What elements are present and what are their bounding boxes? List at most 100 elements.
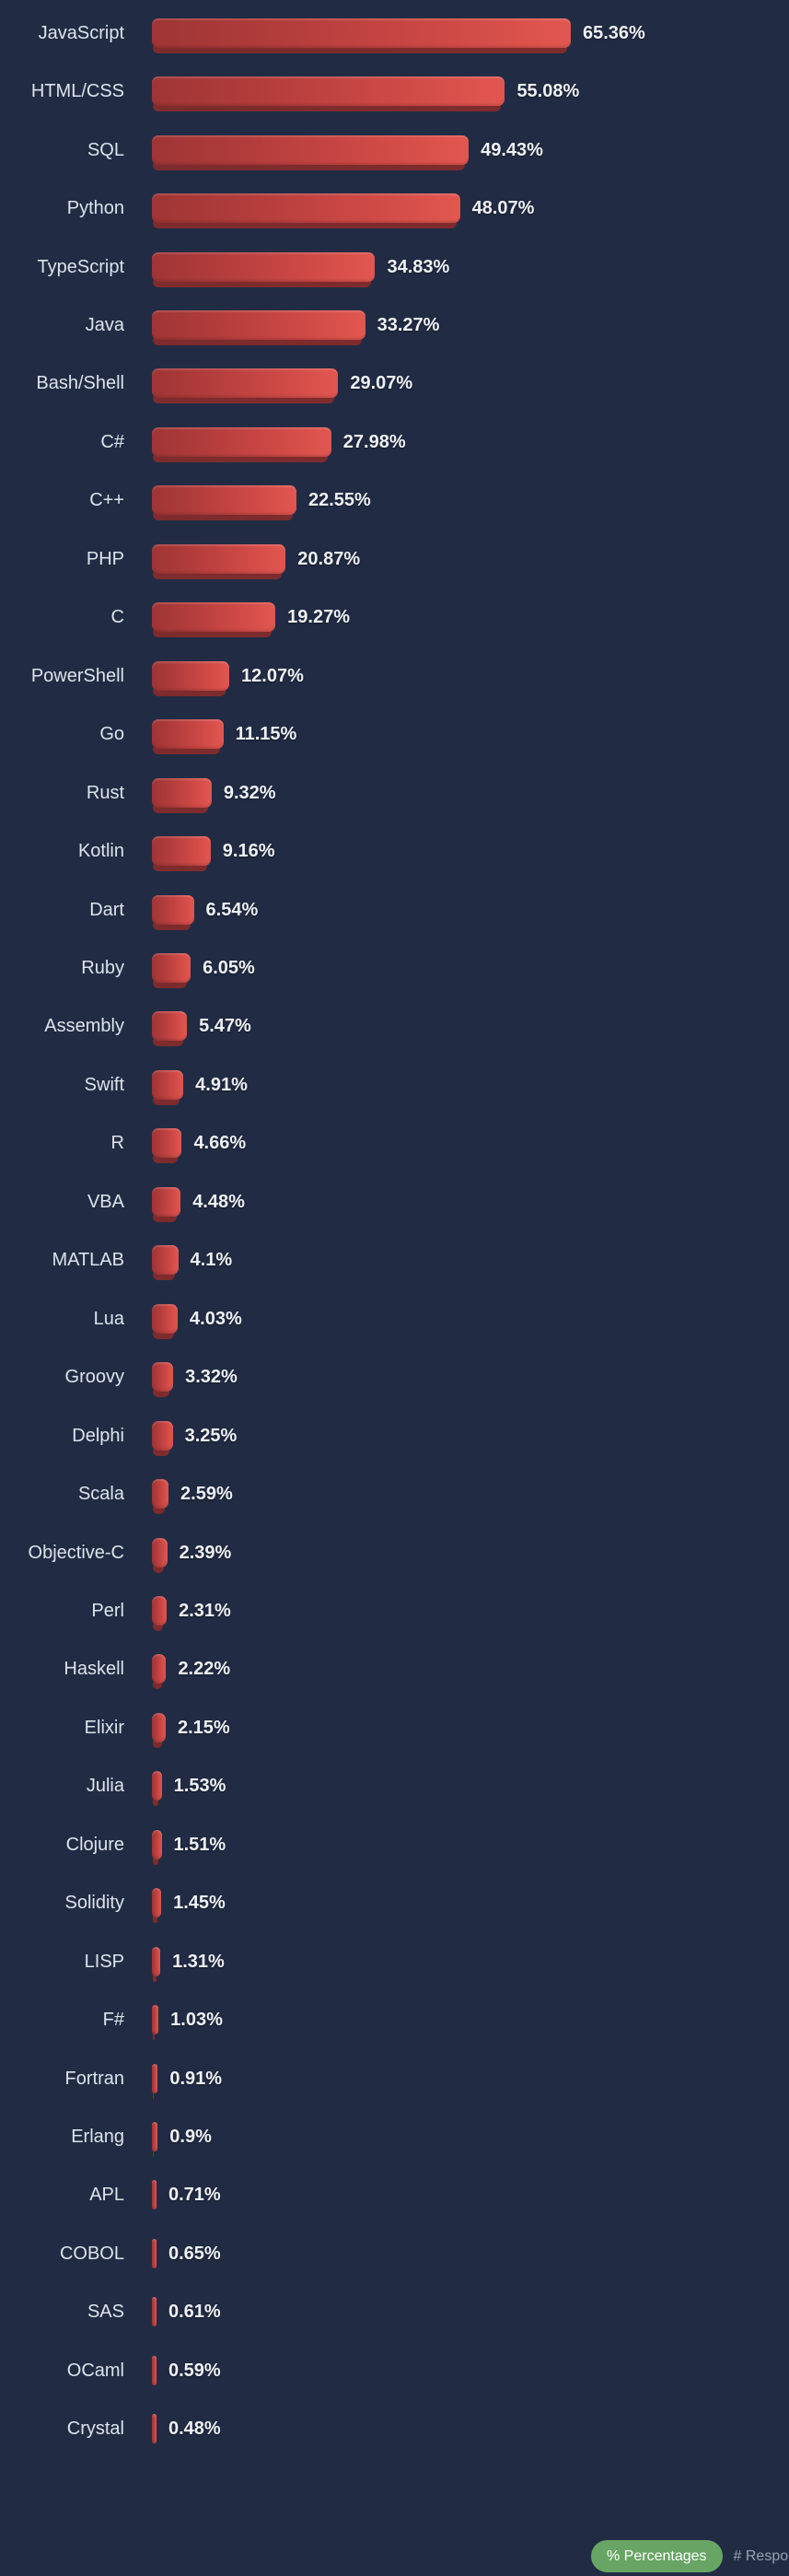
bar[interactable] — [152, 309, 365, 345]
bar[interactable] — [152, 602, 276, 638]
bar-row: Rust 9.32% — [0, 763, 789, 822]
bar-label: Lua — [93, 1308, 124, 1329]
bar-label: LISP — [84, 1951, 124, 1972]
bar-track: 12.07% — [152, 660, 789, 696]
bar[interactable] — [152, 1128, 182, 1164]
bar[interactable] — [152, 2238, 157, 2268]
bar-label: Objective-C — [28, 1542, 124, 1563]
bar-label: Julia — [86, 1776, 124, 1797]
bar[interactable] — [152, 1069, 184, 1105]
bar-label: Swift — [84, 1074, 124, 1095]
bar-value: 3.32% — [185, 1367, 238, 1388]
bar-row: PowerShell 12.07% — [0, 647, 789, 705]
bar[interactable] — [152, 952, 191, 988]
bar[interactable] — [152, 134, 470, 170]
bar-label: Delphi — [72, 1425, 124, 1446]
bar-value: 12.07% — [241, 665, 304, 686]
bar-track: 2.39% — [152, 1537, 789, 1573]
responses-toggle-button[interactable]: # Respo — [733, 2547, 789, 2564]
bar[interactable] — [152, 777, 212, 813]
bar[interactable] — [152, 660, 230, 696]
bar-value: 5.47% — [199, 1016, 251, 1037]
bar-row: Haskell 2.22% — [0, 1640, 789, 1698]
bar[interactable] — [152, 1595, 168, 1631]
bar-value: 49.43% — [481, 139, 543, 160]
bar-label: PHP — [86, 548, 124, 569]
bar-row: Swift 4.91% — [0, 1055, 789, 1113]
bar[interactable] — [152, 1245, 179, 1281]
bar-bevel — [153, 688, 226, 696]
bar[interactable] — [152, 17, 571, 53]
bar[interactable] — [152, 2005, 159, 2041]
bar-value: 33.27% — [377, 314, 440, 335]
bar[interactable] — [152, 1479, 169, 1515]
bar-track: 27.98% — [152, 426, 789, 462]
bar-track: 0.59% — [152, 2355, 789, 2385]
bar-value: 22.55% — [307, 490, 371, 511]
bar-row: PHP 20.87% — [0, 530, 789, 588]
bar-row: Erlang 0.9% — [0, 2107, 789, 2165]
bar[interactable] — [152, 2297, 157, 2327]
bar-track: 34.83% — [152, 251, 789, 287]
bar-bevel — [153, 1214, 178, 1222]
bar-track: 5.47% — [152, 1011, 789, 1047]
bar[interactable] — [152, 2122, 158, 2158]
bar[interactable] — [152, 2063, 158, 2099]
bar[interactable] — [152, 193, 460, 229]
bar-label: Python — [66, 198, 124, 219]
bar[interactable] — [152, 1537, 168, 1573]
bar-track: 1.03% — [152, 2005, 789, 2041]
bar-row: OCaml 0.59% — [0, 2341, 789, 2399]
bar[interactable] — [152, 2414, 157, 2444]
bar[interactable] — [152, 1011, 188, 1047]
bar-track: 55.08% — [152, 76, 789, 112]
bar-bevel — [153, 864, 207, 872]
bar-bevel — [153, 922, 191, 930]
bar-row: JavaScript 65.36% — [0, 4, 789, 62]
bar-value: 2.31% — [179, 1600, 231, 1621]
bar[interactable] — [152, 368, 339, 404]
bar-label: Go — [99, 724, 124, 745]
bar[interactable] — [152, 76, 505, 112]
bar[interactable] — [152, 485, 296, 521]
bar[interactable] — [152, 1712, 166, 1748]
bar[interactable] — [152, 1654, 167, 1690]
bar-track: 2.15% — [152, 1712, 789, 1748]
bar-value: 0.9% — [169, 2127, 212, 2148]
bar[interactable] — [152, 719, 224, 755]
bar-value: 4.66% — [193, 1133, 247, 1154]
bar[interactable] — [152, 894, 194, 930]
bar[interactable] — [152, 251, 376, 287]
bar[interactable] — [152, 426, 331, 462]
bar-label: Elixir — [84, 1717, 124, 1738]
bar[interactable] — [152, 2180, 157, 2210]
bar-row: APL 0.71% — [0, 2166, 789, 2224]
bar-label: R — [110, 1133, 124, 1154]
bar[interactable] — [152, 1829, 162, 1865]
bar-row: COBOL 0.65% — [0, 2224, 789, 2282]
bar[interactable] — [152, 1946, 161, 1982]
bar-bevel — [153, 1740, 162, 1748]
bar-track: 1.45% — [152, 1888, 789, 1924]
bar-value: 3.25% — [184, 1425, 238, 1446]
bar-track: 4.91% — [152, 1069, 789, 1105]
bar[interactable] — [152, 2355, 157, 2385]
bar-row: Python 48.07% — [0, 179, 789, 237]
bar[interactable] — [152, 1303, 179, 1339]
bar-label: Solidity — [64, 1893, 124, 1914]
bar-value: 20.87% — [297, 548, 361, 569]
bar[interactable] — [152, 1362, 174, 1398]
bar[interactable] — [152, 1420, 173, 1456]
bar-label: Assembly — [44, 1016, 124, 1037]
bar-label: HTML/CSS — [30, 81, 124, 102]
bar-track: 11.15% — [152, 719, 789, 755]
bar[interactable] — [152, 1771, 162, 1807]
bar-track: 2.31% — [152, 1595, 789, 1631]
percentages-toggle-button[interactable]: % Percentages — [591, 2540, 723, 2572]
bar[interactable] — [152, 543, 286, 579]
bar[interactable] — [152, 1186, 181, 1222]
bar-row: Perl 2.31% — [0, 1581, 789, 1639]
bar[interactable] — [152, 1888, 162, 1924]
bar-track: 2.59% — [152, 1479, 789, 1515]
bar[interactable] — [152, 836, 211, 872]
